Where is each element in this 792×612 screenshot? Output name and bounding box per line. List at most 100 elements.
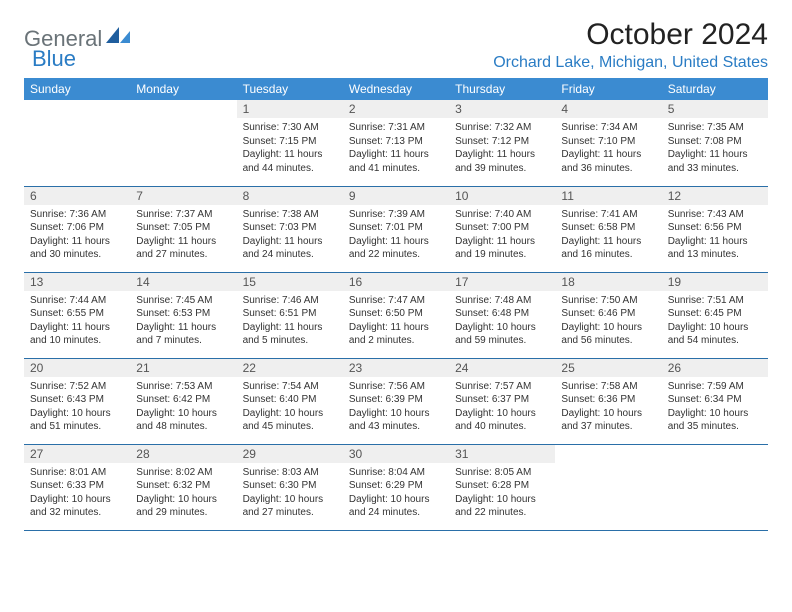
calendar-cell: 6Sunrise: 7:36 AMSunset: 7:06 PMDaylight… [24,186,130,272]
sunset-text: Sunset: 7:12 PM [455,135,549,149]
sunrise-text: Sunrise: 8:02 AM [136,466,230,480]
sunrise-text: Sunrise: 7:44 AM [30,294,124,308]
calendar-cell [555,444,661,530]
calendar-week-row: 13Sunrise: 7:44 AMSunset: 6:55 PMDayligh… [24,272,768,358]
day-number: 10 [449,187,555,205]
sunrise-text: Sunrise: 7:47 AM [349,294,443,308]
calendar-cell: 30Sunrise: 8:04 AMSunset: 6:29 PMDayligh… [343,444,449,530]
day-number: 22 [237,359,343,377]
calendar-cell: 10Sunrise: 7:40 AMSunset: 7:00 PMDayligh… [449,186,555,272]
daylight-text: Daylight: 11 hours and 36 minutes. [561,148,655,175]
calendar-cell: 19Sunrise: 7:51 AMSunset: 6:45 PMDayligh… [662,272,768,358]
title-block: October 2024 Orchard Lake, Michigan, Uni… [493,18,768,72]
calendar-week-row: 6 Sunrise: 7:36 AMSunset: 7:06 PM Daylight… [24,186,768,272]
day-number: 27 [24,445,130,463]
sunrise-text: Sunrise: 7:31 AM [349,121,443,135]
sunset-text: Sunset: 6:30 PM [243,479,337,493]
daylight-text: Daylight: 10 hours and 43 minutes. [349,407,443,434]
header: General October 2024 Orchard Lake, Michi… [24,18,768,72]
sunset-text: Sunset: 7:15 PM [243,135,337,149]
day-number: 2 [343,100,449,118]
calendar-week-row: 27Sunrise: 8:01 AMSunset: 6:33 PMDayligh… [24,444,768,530]
calendar-cell: 7Sunrise: 7:37 AMSunset: 7:05 PMDaylight… [130,186,236,272]
calendar-cell: 12Sunrise: 7:43 AMSunset: 6:56 PMDayligh… [662,186,768,272]
calendar-cell: 20Sunrise: 7:52 AMSunset: 6:43 PMDayligh… [24,358,130,444]
day-content: Sunrise: 8:03 AMSunset: 6:30 PMDaylight:… [237,463,343,524]
calendar-cell: 31Sunrise: 8:05 AMSunset: 6:28 PMDayligh… [449,444,555,530]
day-number: 5 [662,100,768,118]
day-number: 17 [449,273,555,291]
daylight-text: Daylight: 10 hours and 27 minutes. [243,493,337,520]
day-number: 28 [130,445,236,463]
day-content: Sunrise: 7:40 AMSunset: 7:00 PMDaylight:… [449,205,555,266]
sunrise-text: Sunrise: 8:05 AM [455,466,549,480]
day-number: 14 [130,273,236,291]
weekday-header: Wednesday [343,78,449,100]
daylight-text: Daylight: 11 hours and 41 minutes. [349,148,443,175]
calendar-cell: 28Sunrise: 8:02 AMSunset: 6:32 PMDayligh… [130,444,236,530]
day-number: 19 [662,273,768,291]
sunrise-text: Sunrise: 7:51 AM [668,294,762,308]
day-content: Sunrise: 7:57 AMSunset: 6:37 PMDaylight:… [449,377,555,438]
sunset-text: Sunset: 6:51 PM [243,307,337,321]
sunrise-text: Sunrise: 7:34 AM [561,121,655,135]
sunset-text: Sunset: 6:48 PM [455,307,549,321]
daylight-text: Daylight: 10 hours and 45 minutes. [243,407,337,434]
daylight-text: Daylight: 11 hours and 7 minutes. [136,321,230,348]
daylight-text: Daylight: 10 hours and 40 minutes. [455,407,549,434]
sunset-text: Sunset: 6:42 PM [136,393,230,407]
weekday-header: Tuesday [237,78,343,100]
sunset-text: Sunset: 6:29 PM [349,479,443,493]
sunset-text: Sunset: 6:46 PM [561,307,655,321]
weekday-header: Monday [130,78,236,100]
sunrise-text: Sunrise: 8:01 AM [30,466,124,480]
day-number: 7 [130,187,236,205]
day-number: 26 [662,359,768,377]
day-content: Sunrise: 7:48 AMSunset: 6:48 PMDaylight:… [449,291,555,352]
daylight-text: Daylight: 11 hours and 27 minutes. [136,235,230,262]
sunrise-text: Sunrise: 8:04 AM [349,466,443,480]
calendar-week-row: 1Sunrise: 7:30 AMSunset: 7:15 PMDaylight… [24,100,768,186]
calendar-cell: 29Sunrise: 8:03 AMSunset: 6:30 PMDayligh… [237,444,343,530]
day-number: 16 [343,273,449,291]
daylight-text: Daylight: 10 hours and 51 minutes. [30,407,124,434]
sunset-text: Sunset: 6:34 PM [668,393,762,407]
sunset-text: Sunset: 6:43 PM [30,393,124,407]
day-content: Sunrise: 8:02 AMSunset: 6:32 PMDaylight:… [130,463,236,524]
day-content: Sunrise: 7:45 AMSunset: 6:53 PMDaylight:… [130,291,236,352]
day-number: 13 [24,273,130,291]
daylight-text: Daylight: 11 hours and 24 minutes. [243,235,337,262]
daylight-text: Daylight: 11 hours and 19 minutes. [455,235,549,262]
weekday-header-row: Sunday Monday Tuesday Wednesday Thursday… [24,78,768,100]
day-content: Sunrise: 8:04 AMSunset: 6:29 PMDaylight:… [343,463,449,524]
daylight-text: Daylight: 10 hours and 22 minutes. [455,493,549,520]
logo-text-blue: Blue [32,46,76,71]
day-content: Sunrise: 7:46 AMSunset: 6:51 PMDaylight:… [237,291,343,352]
weekday-header: Saturday [662,78,768,100]
sunrise-text: Sunrise: 7:48 AM [455,294,549,308]
calendar-cell: 9Sunrise: 7:39 AMSunset: 7:01 PMDaylight… [343,186,449,272]
day-number: 18 [555,273,661,291]
day-content: Sunrise: 7:39 AMSunset: 7:01 PMDaylight:… [343,205,449,266]
sunrise-text: Sunrise: 7:37 AM [136,208,230,222]
calendar-cell: 3Sunrise: 7:32 AMSunset: 7:12 PMDaylight… [449,100,555,186]
calendar-cell: 13Sunrise: 7:44 AMSunset: 6:55 PMDayligh… [24,272,130,358]
daylight-text: Daylight: 11 hours and 39 minutes. [455,148,549,175]
sunrise-text: Sunrise: 7:58 AM [561,380,655,394]
calendar-cell: 26Sunrise: 7:59 AMSunset: 6:34 PMDayligh… [662,358,768,444]
day-number: 3 [449,100,555,118]
day-number: 6 [24,187,130,205]
sunrise-text: Sunrise: 7:59 AM [668,380,762,394]
day-content: Sunrise: 7:43 AMSunset: 6:56 PMDaylight:… [662,205,768,266]
sunset-text: Sunset: 7:06 PM [30,221,124,235]
day-content: Sunrise: 7:59 AMSunset: 6:34 PMDaylight:… [662,377,768,438]
calendar-cell: 25Sunrise: 7:58 AMSunset: 6:36 PMDayligh… [555,358,661,444]
calendar-week-row: 20Sunrise: 7:52 AMSunset: 6:43 PMDayligh… [24,358,768,444]
daylight-text: Daylight: 11 hours and 33 minutes. [668,148,762,175]
weekday-header: Friday [555,78,661,100]
day-content: Sunrise: 7:38 AMSunset: 7:03 PMDaylight:… [237,205,343,266]
logo-sail-icon [106,27,132,52]
month-title: October 2024 [493,18,768,52]
day-number: 11 [555,187,661,205]
sunrise-text: Sunrise: 7:36 AM [30,208,124,222]
